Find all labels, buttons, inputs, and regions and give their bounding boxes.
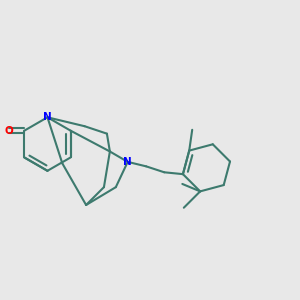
Text: N: N — [43, 112, 52, 122]
Text: N: N — [123, 157, 132, 167]
Text: O: O — [4, 126, 13, 136]
